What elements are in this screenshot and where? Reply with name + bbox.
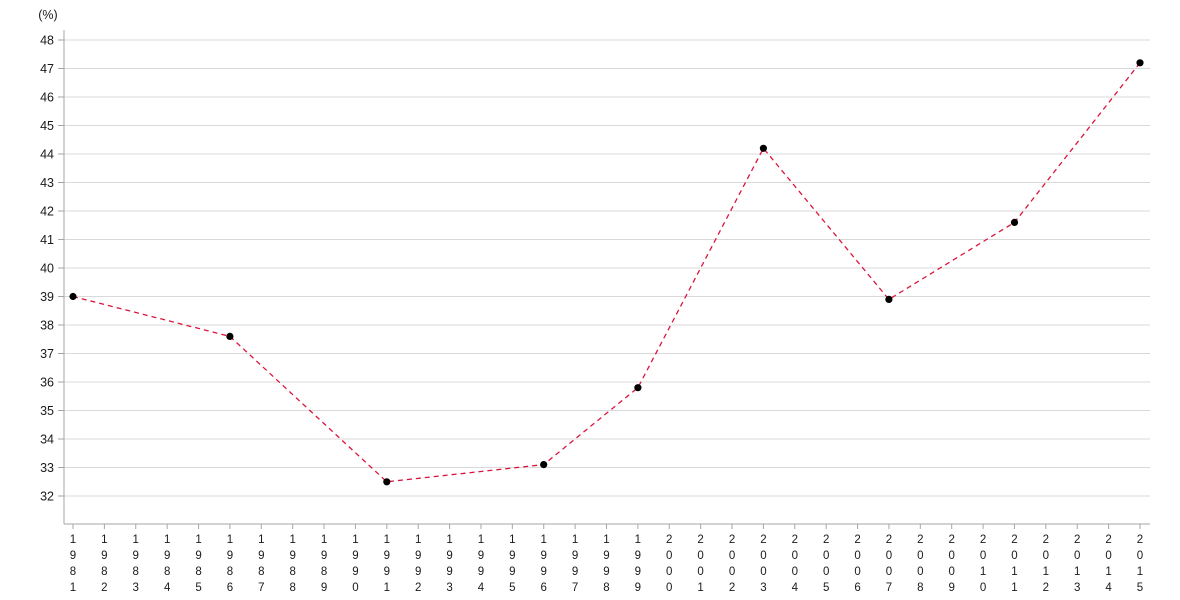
y-axis-tick-label: 35 <box>40 404 54 418</box>
data-point <box>634 384 642 392</box>
y-axis-tick-label: 48 <box>40 34 54 48</box>
data-point <box>540 461 548 469</box>
y-axis-unit-label: (%) <box>38 8 57 22</box>
y-axis-tick-label: 34 <box>40 433 54 447</box>
data-point <box>383 478 391 486</box>
data-point <box>885 295 893 303</box>
y-axis-tick-label: 45 <box>40 119 54 133</box>
data-point <box>1136 59 1144 67</box>
y-axis-tick-label: 40 <box>40 262 54 276</box>
y-axis-tick-label: 47 <box>40 62 54 76</box>
data-point <box>69 292 77 301</box>
y-axis-tick-label: 43 <box>40 176 54 190</box>
y-axis-tick-label: 38 <box>40 319 54 333</box>
y-axis-tick-label: 41 <box>40 233 54 247</box>
y-axis-tick-label: 33 <box>40 461 54 475</box>
data-point <box>226 332 234 340</box>
y-axis-tick-label: 46 <box>40 91 54 105</box>
y-axis-tick-label: 36 <box>40 376 54 390</box>
y-axis-tick-label: 37 <box>40 347 54 361</box>
y-axis-tick-label: 44 <box>40 148 54 162</box>
y-axis-tick-label: 42 <box>40 205 54 219</box>
y-axis-tick-label: 39 <box>40 290 54 304</box>
data-point <box>1010 218 1019 226</box>
data-point <box>759 144 768 152</box>
y-axis-tick-label: 32 <box>40 490 54 504</box>
